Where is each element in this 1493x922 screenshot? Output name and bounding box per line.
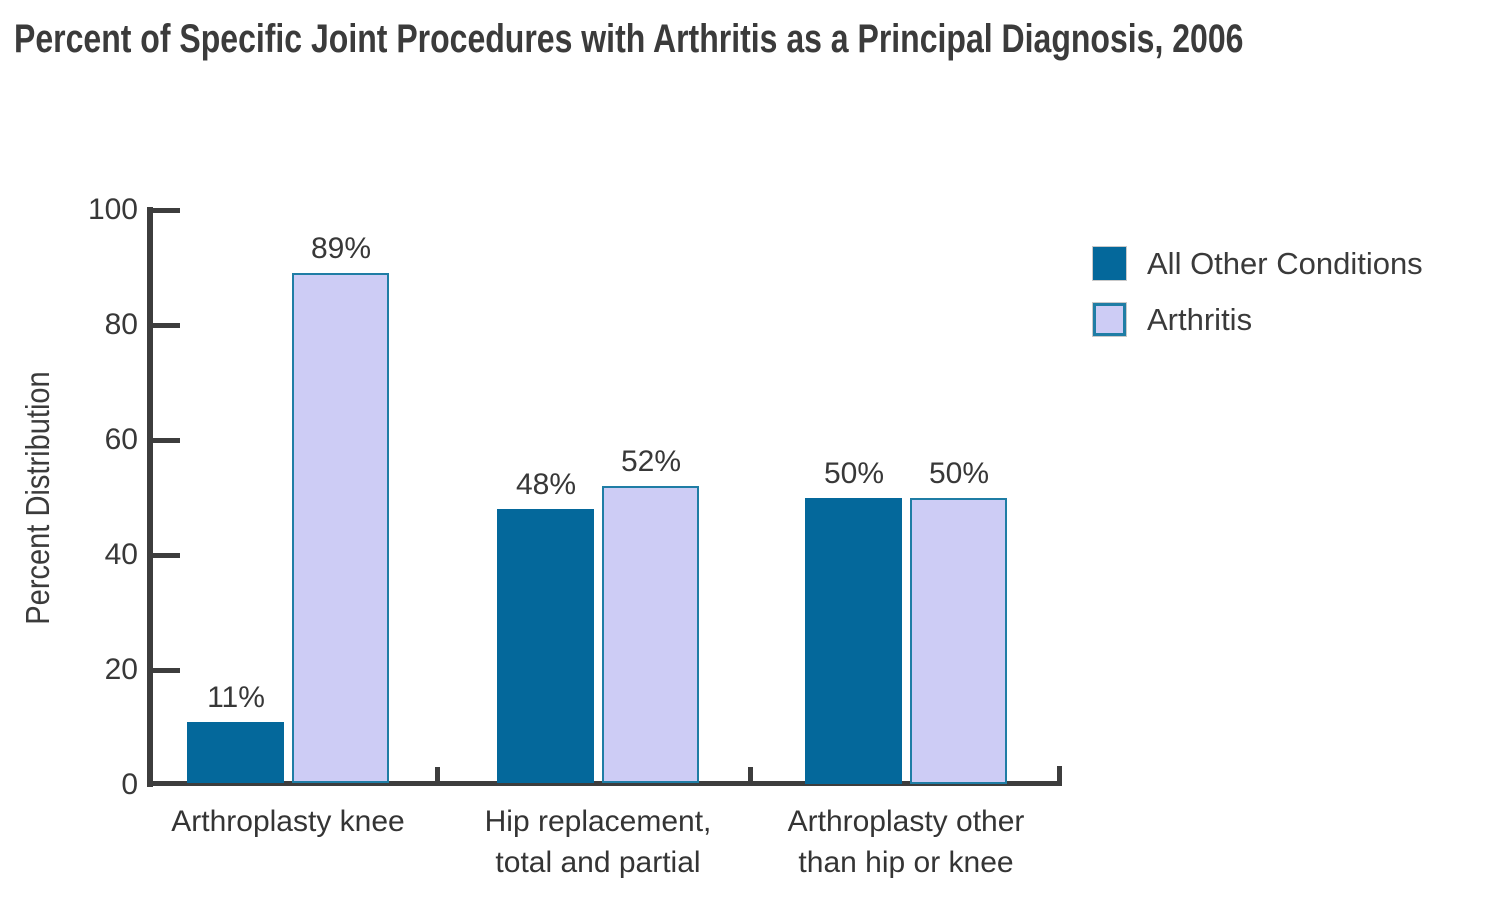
bar-value-label: 52% xyxy=(620,445,682,478)
legend-item: Arthritis xyxy=(1092,302,1423,337)
y-tick xyxy=(153,323,180,328)
y-tick xyxy=(153,438,180,443)
bar-value-label: 48% xyxy=(515,468,577,501)
bar-arthritis-group3 xyxy=(910,498,1007,784)
legend-label: All Other Conditions xyxy=(1147,246,1423,281)
y-tick-label: 60 xyxy=(104,423,138,456)
category-label-line: Arthroplasty knee xyxy=(171,805,405,838)
legend-swatch xyxy=(1092,302,1127,337)
bar-value-label: 11% xyxy=(207,681,265,714)
bar-all-other-conditions-group2 xyxy=(497,509,594,783)
x-group-divider-tick xyxy=(748,767,753,781)
y-tick xyxy=(153,668,180,673)
category-label: Hip replacement, total and partial xyxy=(368,801,828,883)
bar-value-label: 50% xyxy=(823,457,885,490)
y-tick-label: 100 xyxy=(87,193,138,226)
category-label: Arthroplasty knee xyxy=(58,801,518,842)
y-tick-label: 0 xyxy=(121,768,138,801)
y-tick-label: 20 xyxy=(104,653,138,686)
legend-swatch xyxy=(1092,246,1127,281)
category-label-line: Hip replacement, xyxy=(484,805,712,838)
x-axis-end-tick xyxy=(1057,766,1062,781)
legend: All Other Conditions Arthritis xyxy=(1092,246,1423,359)
bar-value-label: 89% xyxy=(310,232,372,265)
chart-title: Percent of Specific Joint Procedures wit… xyxy=(14,17,1244,61)
category-label-line: than hip or knee xyxy=(798,846,1014,879)
bar-value-label: 50% xyxy=(928,457,990,490)
x-axis-line xyxy=(147,781,1062,786)
y-axis-line xyxy=(147,207,153,787)
category-label-line: total and partial xyxy=(495,846,701,879)
bar-all-other-conditions-group1 xyxy=(187,722,284,783)
x-group-divider-tick xyxy=(435,767,440,781)
bar-arthritis-group1 xyxy=(292,273,389,783)
y-tick xyxy=(153,553,180,558)
bar-all-other-conditions-group3 xyxy=(805,498,902,784)
y-tick xyxy=(153,208,180,213)
bar-arthritis-group2 xyxy=(602,486,699,783)
category-label: Arthroplasty other than hip or knee xyxy=(676,801,1136,883)
category-label-line: Arthroplasty other xyxy=(787,805,1025,838)
legend-label: Arthritis xyxy=(1147,302,1253,337)
y-tick-label: 80 xyxy=(104,308,138,341)
legend-item: All Other Conditions xyxy=(1092,246,1423,281)
y-tick-label: 40 xyxy=(104,538,138,571)
